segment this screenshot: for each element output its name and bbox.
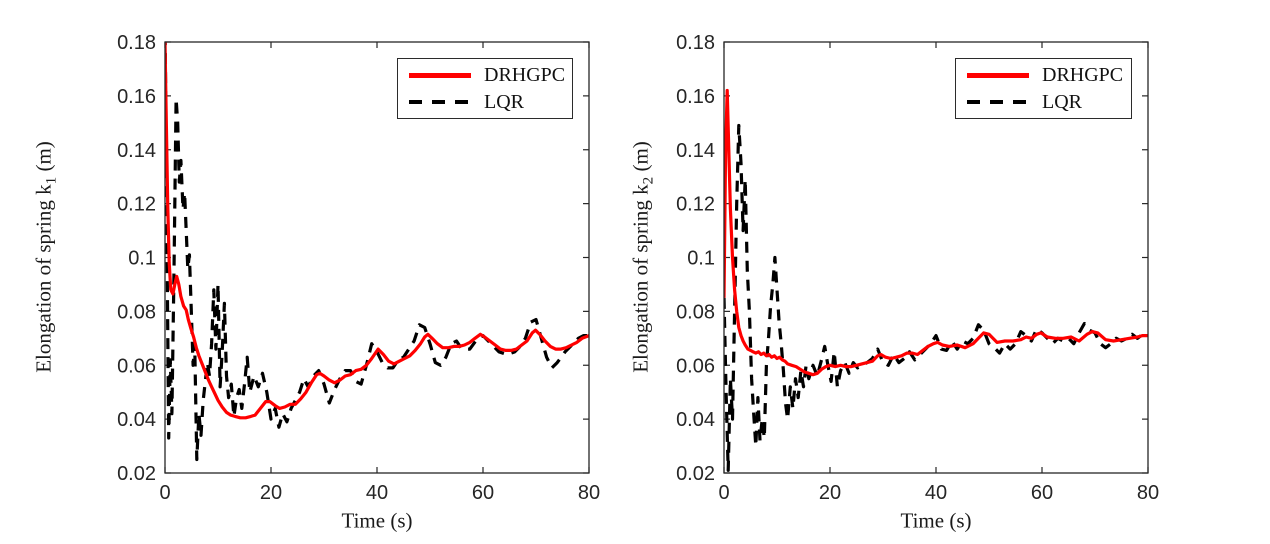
y-tick-label: 0.18 [676, 32, 715, 54]
x-tick-label: 40 [925, 482, 947, 504]
y-tick-label: 0.08 [117, 301, 156, 323]
y-tick-label: 0.02 [117, 463, 156, 485]
y-tick-label: 0.14 [117, 140, 156, 162]
x-tick-label: 0 [159, 482, 170, 504]
y-axis-label-k1-subscript: 1 [43, 176, 60, 185]
legend-label-drhgpc: DRHGPC [1042, 64, 1124, 86]
x-tick-label: 80 [1137, 482, 1159, 504]
dashed-line-icon [409, 100, 471, 104]
legend-entry-lqr: LQR [409, 92, 564, 112]
x-axis-label-right: Time (s) [900, 508, 972, 533]
y-tick-label: 0.04 [117, 409, 156, 431]
y-tick-label: 0.12 [676, 194, 715, 216]
series-line-lqr [724, 123, 1148, 472]
legend-label-lqr: LQR [1042, 91, 1082, 113]
y-tick-label: 0.12 [117, 194, 156, 216]
y-tick-label: 0.06 [676, 355, 715, 377]
legend-left: DRHGPC LQR [397, 58, 573, 119]
y-axis-label-k2-text: Elongation of spring k [628, 184, 653, 373]
dashed-line-icon [967, 100, 1029, 104]
y-tick-label: 0.02 [676, 463, 715, 485]
y-axis-label-k2-subscript: 2 [640, 176, 657, 185]
y-tick-label: 0.08 [676, 301, 715, 323]
y-tick-label: 0.1 [687, 248, 715, 270]
y-axis-label-k1-unit: (m) [31, 141, 56, 177]
solid-line-icon [409, 72, 471, 78]
y-axis-label-k2-unit: (m) [628, 141, 653, 177]
y-tick-label: 0.16 [117, 86, 156, 108]
y-axis-label-k1: Elongation of spring k1 (m) [31, 141, 60, 373]
y-axis-label-k2: Elongation of spring k2 (m) [628, 141, 657, 373]
legend-entry-drhgpc: DRHGPC [409, 64, 566, 86]
y-tick-label: 0.1 [128, 248, 156, 270]
x-axis-label-left: Time (s) [341, 508, 413, 533]
y-tick-label: 0.06 [117, 355, 156, 377]
plot-box [723, 41, 1149, 474]
y-tick-label: 0.16 [676, 86, 715, 108]
series-line-drhgpc [724, 88, 1148, 377]
legend-label-drhgpc: DRHGPC [484, 64, 566, 86]
y-axis-label-k1-text: Elongation of spring k [31, 184, 56, 373]
x-tick-label: 20 [260, 482, 282, 504]
plot-box [164, 41, 590, 474]
y-tick-label: 0.18 [117, 32, 156, 54]
x-tick-label: 60 [1031, 482, 1053, 504]
legend-label-lqr: LQR [484, 91, 524, 113]
legend-right: DRHGPC LQR [955, 58, 1132, 119]
x-tick-label: 80 [578, 482, 600, 504]
solid-line-icon [967, 72, 1029, 78]
series-line-drhgpc [165, 42, 589, 420]
legend-entry-lqr: LQR [967, 92, 1123, 112]
x-tick-label: 20 [819, 482, 841, 504]
x-tick-label: 0 [718, 482, 729, 504]
y-tick-label: 0.04 [676, 409, 715, 431]
legend-entry-drhgpc: DRHGPC [967, 65, 1123, 85]
x-tick-label: 40 [366, 482, 388, 504]
y-tick-label: 0.14 [676, 140, 715, 162]
x-tick-label: 60 [472, 482, 494, 504]
